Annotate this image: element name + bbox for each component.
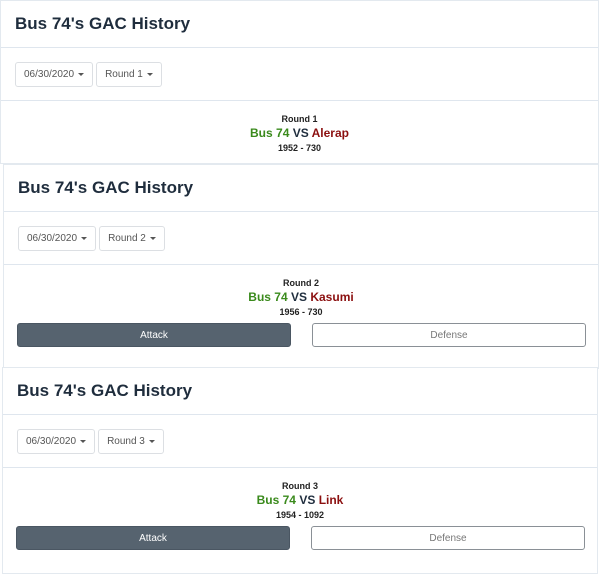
date-value: 06/30/2020 bbox=[26, 435, 77, 447]
round-dropdown[interactable]: Round 3 bbox=[98, 428, 164, 454]
date-dropdown[interactable]: 06/30/2020 bbox=[18, 225, 97, 251]
round-label: Round 2 bbox=[283, 278, 319, 288]
caret-down-icon bbox=[81, 236, 88, 240]
round-dropdown[interactable]: Round 2 bbox=[99, 225, 165, 251]
vs-label: VS bbox=[290, 290, 307, 304]
matchup: Bus 74 VS Kasumi bbox=[4, 290, 598, 304]
score: 1954 - 1092 bbox=[275, 510, 325, 520]
matchup: Bus 74 VS Link bbox=[3, 493, 597, 507]
caret-down-icon bbox=[149, 236, 156, 240]
defense-button[interactable]: Defense bbox=[312, 323, 586, 347]
round-value: Round 3 bbox=[107, 435, 145, 447]
date-value: 06/30/2020 bbox=[24, 68, 75, 80]
player-name: Bus 74 bbox=[256, 493, 296, 507]
date-dropdown[interactable]: 06/30/2020 bbox=[15, 61, 94, 87]
date-dropdown[interactable]: 06/30/2020 bbox=[17, 428, 96, 454]
gac-panel-round-2: Bus 74's GAC History 06/30/2020 Round 2 … bbox=[3, 164, 599, 369]
player-name: Bus 74 bbox=[248, 290, 288, 304]
round-value: Round 1 bbox=[105, 68, 143, 80]
gac-panel-round-3: Bus 74's GAC History 06/30/2020 Round 3 … bbox=[2, 367, 598, 574]
date-value: 06/30/2020 bbox=[27, 232, 78, 244]
attack-button[interactable]: Attack bbox=[16, 526, 290, 550]
round-label: Round 3 bbox=[282, 481, 318, 491]
round-label: Round 1 bbox=[281, 114, 318, 124]
vs-label: VS bbox=[292, 126, 309, 140]
defense-button[interactable]: Defense bbox=[311, 526, 585, 550]
caret-down-icon bbox=[148, 439, 155, 443]
caret-down-icon bbox=[80, 439, 87, 443]
opponent-name: Kasumi bbox=[310, 290, 354, 304]
caret-down-icon bbox=[146, 72, 153, 76]
player-name: Bus 74 bbox=[250, 126, 290, 140]
gac-panel-round-1: Bus 74's GAC History 06/30/2020 Round 1 … bbox=[0, 0, 599, 164]
score: 1952 - 730 bbox=[277, 143, 322, 153]
vs-label: VS bbox=[299, 493, 316, 507]
caret-down-icon bbox=[78, 72, 85, 76]
opponent-name: Link bbox=[318, 493, 344, 507]
panel-title: Bus 74's GAC History bbox=[17, 381, 193, 400]
opponent-name: Alerap bbox=[311, 126, 349, 140]
panel-title: Bus 74's GAC History bbox=[15, 14, 191, 33]
panel-title: Bus 74's GAC History bbox=[18, 178, 194, 197]
round-value: Round 2 bbox=[108, 232, 146, 244]
score: 1956 - 730 bbox=[279, 307, 323, 317]
matchup: Bus 74 VS Alerap bbox=[1, 126, 598, 140]
attack-button[interactable]: Attack bbox=[17, 323, 291, 347]
round-dropdown[interactable]: Round 1 bbox=[96, 61, 162, 87]
